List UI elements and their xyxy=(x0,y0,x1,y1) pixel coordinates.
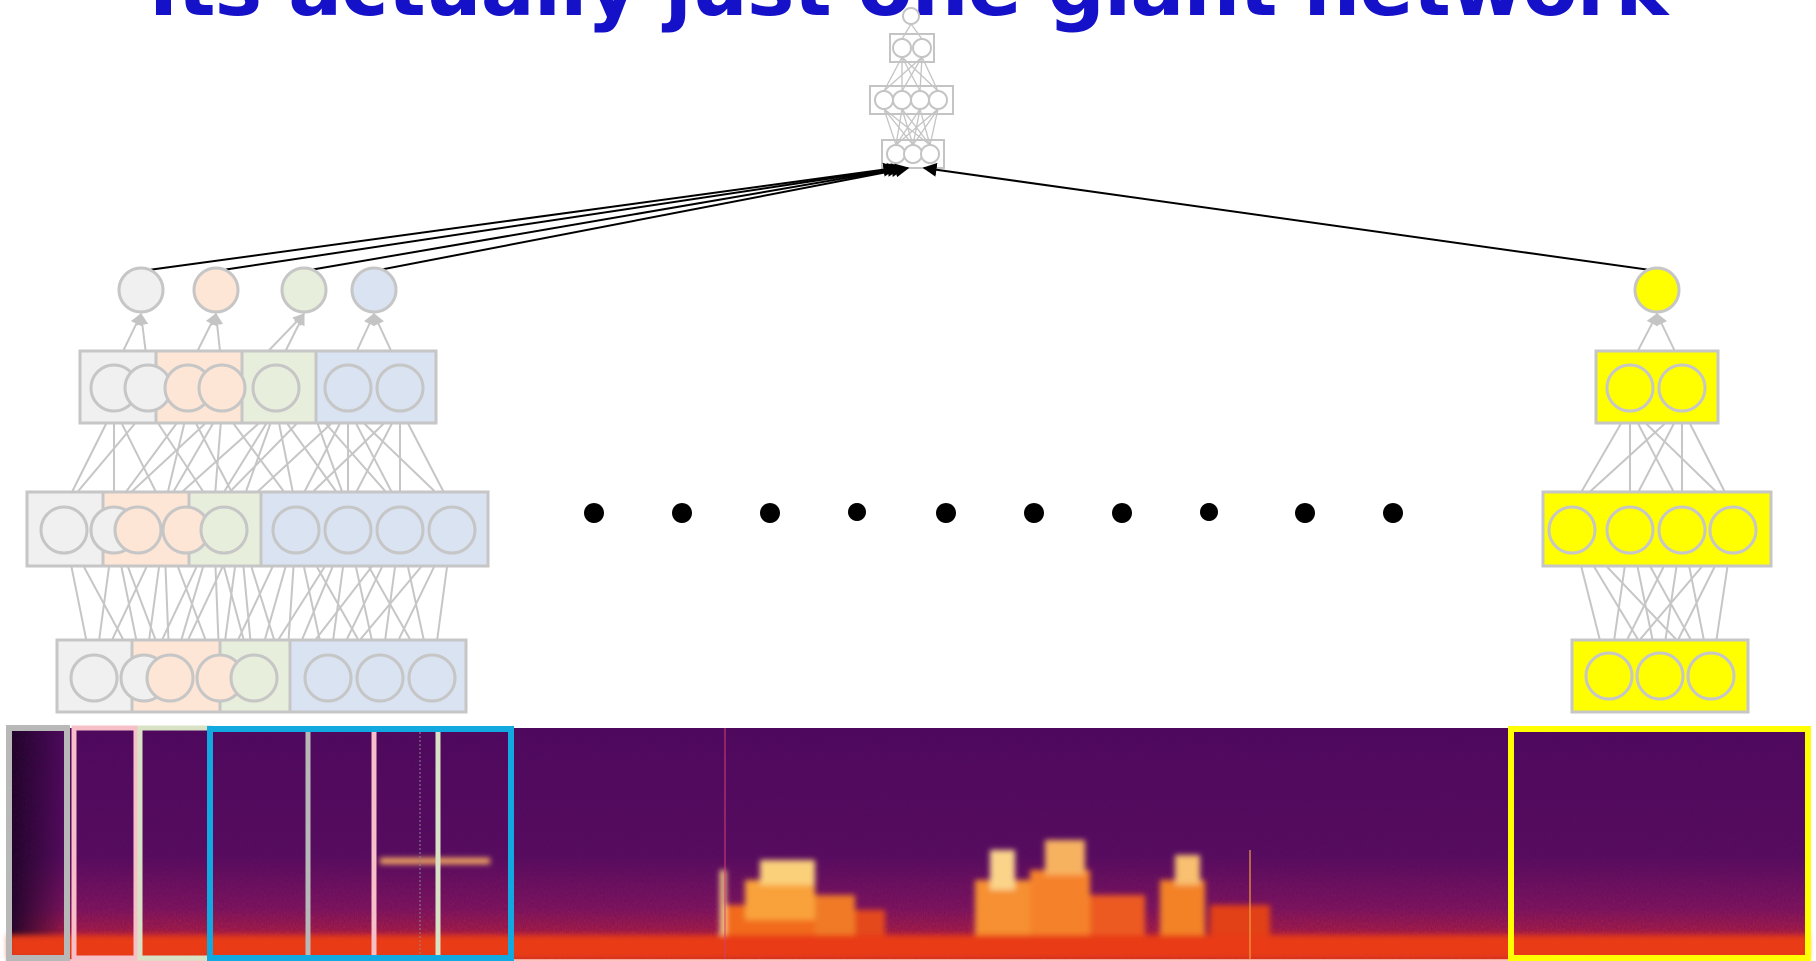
gray-output-node xyxy=(117,266,165,314)
top-network xyxy=(869,7,954,169)
ellipsis-dots xyxy=(584,503,1403,523)
green-output-node xyxy=(280,266,328,314)
frame-window-pink xyxy=(71,725,139,961)
top-output-node xyxy=(902,7,920,25)
frame-window-blue xyxy=(207,726,514,961)
yellow-frame-network xyxy=(1541,266,1773,714)
frame-window-yellow xyxy=(1508,726,1811,961)
frame-window-gray xyxy=(6,725,70,961)
frame-network-stack xyxy=(25,266,490,714)
frame-windows xyxy=(6,725,1811,961)
pink-output-node xyxy=(192,266,240,314)
output-to-top-arrows xyxy=(140,162,1658,272)
yellow-output-node xyxy=(1633,266,1681,314)
spectrogram xyxy=(8,728,1808,959)
blue-output-node xyxy=(350,266,398,314)
